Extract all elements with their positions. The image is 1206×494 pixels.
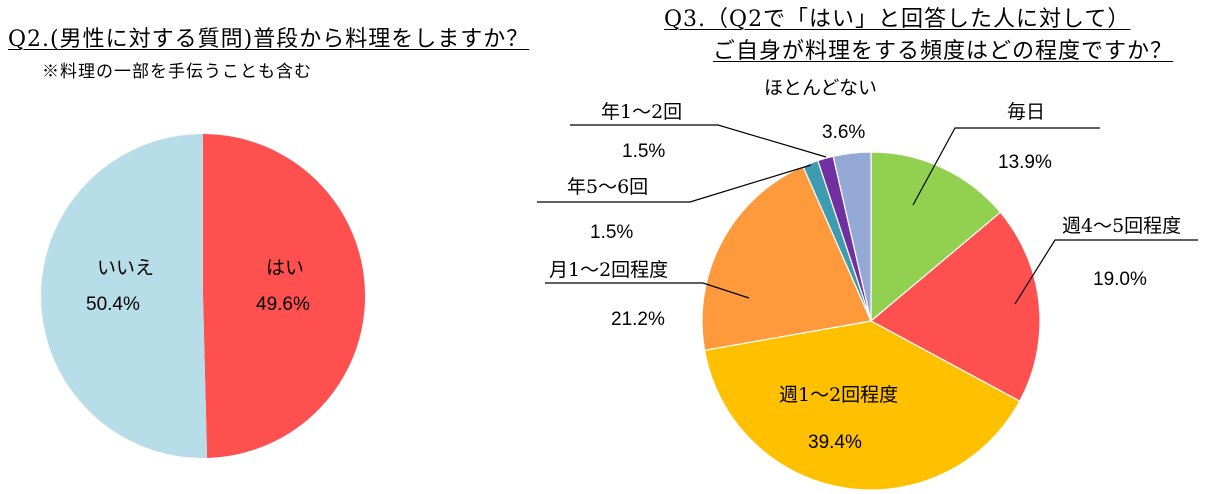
leader-line-1-2-per-month	[545, 282, 750, 299]
value-5-6-per-year: 1.5%	[590, 222, 634, 243]
slice-every-day	[870, 151, 1002, 322]
leader-line-every-day	[912, 127, 1100, 206]
q3-title-line-1: Q3.（Q2で「はい」と回答した人に対して）	[664, 7, 1131, 32]
label-yes: はい	[266, 257, 305, 279]
leader-line-4-5-per-week	[1014, 239, 1198, 305]
value-rarely: 3.6%	[822, 122, 866, 143]
value-4-5-per-week: 19.0%	[1093, 269, 1147, 290]
value-every-day: 13.9%	[998, 152, 1052, 173]
label-no: いいえ	[97, 257, 155, 279]
value-yes: 49.6%	[256, 294, 310, 315]
q2-subtitle: ※料理の一部を手伝うことも含む	[42, 62, 312, 82]
value-1-2-per-week: 39.4%	[808, 432, 862, 453]
leader-lines	[537, 124, 1198, 305]
slice-1-2-per-month	[701, 165, 872, 351]
label-1-2-per-week: 週1～2回程度	[779, 384, 899, 406]
slice-1-2-per-week	[703, 320, 1021, 491]
label-4-5-per-week: 週4～5回程度	[1062, 215, 1182, 237]
value-1-2-per-year: 1.5%	[622, 141, 666, 162]
slice-rarely	[832, 151, 872, 322]
label-1-2-per-month: 月1～2回程度	[549, 259, 669, 281]
slice-no	[41, 134, 208, 459]
q3-pie	[701, 151, 1041, 491]
leader-line-1-2-per-year	[570, 124, 827, 158]
value-no: 50.4%	[86, 294, 140, 315]
label-1-2-per-year: 年1～2回	[601, 101, 683, 123]
q2-title: Q2.(男性に対する質問)普段から料理をしますか？	[8, 27, 530, 52]
leader-line-5-6-per-year	[537, 164, 812, 203]
q3-title-line-2: ご自身が料理をする頻度はどの程度ですか？	[713, 39, 1174, 64]
slice-4-5-per-week	[870, 211, 1041, 402]
value-1-2-per-month: 21.2%	[611, 309, 665, 330]
slice-yes	[203, 133, 366, 458]
q2-pie	[41, 133, 366, 459]
label-rarely: ほとんどない	[764, 77, 878, 99]
label-every-day: 毎日	[1007, 101, 1046, 123]
label-5-6-per-year: 年5～6回	[567, 176, 649, 198]
